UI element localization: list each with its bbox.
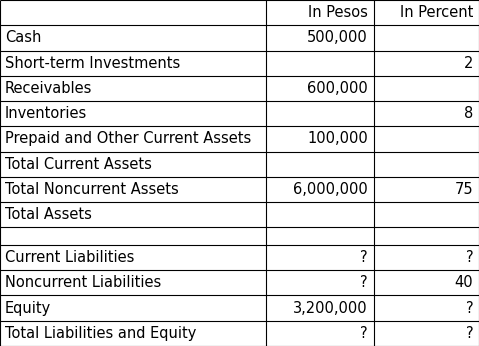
Text: ?: ?: [466, 326, 473, 341]
Text: Current Liabilities: Current Liabilities: [5, 250, 134, 265]
Text: 75: 75: [455, 182, 473, 197]
Text: 600,000: 600,000: [307, 81, 368, 96]
Text: ?: ?: [466, 301, 473, 316]
Text: ?: ?: [360, 326, 368, 341]
Text: 3,200,000: 3,200,000: [293, 301, 368, 316]
Text: Total Liabilities and Equity: Total Liabilities and Equity: [5, 326, 196, 341]
Text: Equity: Equity: [5, 301, 51, 316]
Text: 100,000: 100,000: [307, 131, 368, 146]
Text: Cash: Cash: [5, 30, 41, 45]
Text: 2: 2: [464, 56, 473, 71]
Text: Inventories: Inventories: [5, 106, 87, 121]
Text: ?: ?: [360, 250, 368, 265]
Text: 6,000,000: 6,000,000: [293, 182, 368, 197]
Text: Noncurrent Liabilities: Noncurrent Liabilities: [5, 275, 161, 290]
Text: Prepaid and Other Current Assets: Prepaid and Other Current Assets: [5, 131, 251, 146]
Text: 40: 40: [455, 275, 473, 290]
Text: Total Current Assets: Total Current Assets: [5, 157, 152, 172]
Text: ?: ?: [360, 275, 368, 290]
Text: Total Assets: Total Assets: [5, 207, 91, 222]
Text: Short-term Investments: Short-term Investments: [5, 56, 180, 71]
Text: Receivables: Receivables: [5, 81, 92, 96]
Text: In Percent: In Percent: [400, 5, 473, 20]
Text: 500,000: 500,000: [307, 30, 368, 45]
Text: In Pesos: In Pesos: [308, 5, 368, 20]
Text: Total Noncurrent Assets: Total Noncurrent Assets: [5, 182, 179, 197]
Text: ?: ?: [466, 250, 473, 265]
Text: 8: 8: [464, 106, 473, 121]
